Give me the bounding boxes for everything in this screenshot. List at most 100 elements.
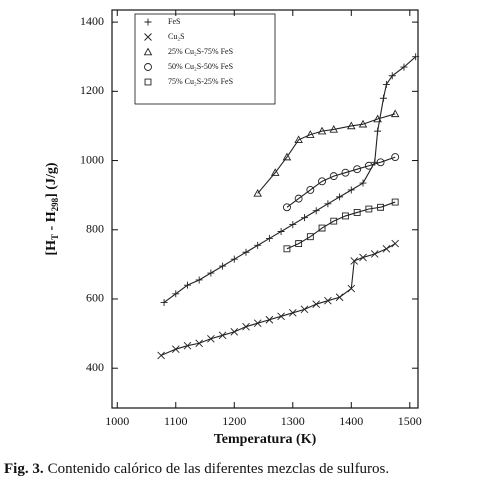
legend-marker [143,47,153,56]
data-point [283,245,291,253]
x-tick-label: 1500 [398,414,422,428]
data-point [242,322,250,331]
data-point [359,179,367,187]
data-point [183,341,192,350]
data-point [242,248,250,256]
data-point [195,339,203,348]
data-point [330,217,338,225]
data-point [265,234,273,242]
data-point [306,186,315,194]
legend-marker [144,18,152,26]
data-point [294,135,303,144]
data-point [306,130,315,138]
data-point [295,240,303,248]
y-axis-title-subscript: T [50,234,60,240]
data-point [335,293,344,302]
legend-marker [144,78,152,86]
x-axis-title: Temperatura (K) [214,432,317,447]
data-point [207,334,215,343]
data-point [317,126,327,135]
data-point [347,284,356,293]
y-axis-title-part: ] (J/g) [44,162,59,198]
data-point [218,331,227,340]
data-point [253,188,262,197]
legend-label: 50% Cu₂S-50% FeS [168,62,233,71]
series-line [286,156,396,208]
caption-label: Fig. 3. [4,461,44,477]
data-point [253,319,262,328]
data-point [373,114,382,123]
data-point [306,233,314,241]
data-point [289,221,297,229]
legend-label: 75% Cu₂S-25% FeS [168,77,233,86]
data-point [312,300,321,308]
data-point [300,305,309,314]
data-point [324,200,332,208]
y-tick-label: 1200 [80,83,104,97]
data-point [230,328,239,336]
data-point [277,227,285,235]
data-point [391,153,400,162]
y-axis-title: [HT - H298] (J/g) [44,162,60,255]
data-point [391,198,399,206]
data-point [379,94,387,102]
data-point [195,276,203,284]
legend-label: 25% Cu₂S-75% FeS [168,47,233,56]
data-point [377,203,384,211]
data-point [329,124,339,133]
data-point [376,158,385,167]
data-point [324,296,332,305]
data-point [277,312,285,321]
data-point [347,186,355,194]
data-point [358,119,368,128]
data-point [282,203,291,212]
data-point [400,63,408,71]
data-point [364,161,373,170]
data-point [353,165,362,174]
data-point [341,168,350,177]
data-point [172,290,180,298]
y-axis-title-part: [H [44,240,59,256]
y-tick-label: 400 [86,360,104,374]
data-point [265,315,274,324]
data-point [412,53,420,61]
data-point [382,244,391,253]
series-line [160,243,396,356]
legend-marker [144,33,152,41]
data-point [342,212,349,220]
data-point [318,224,326,232]
data-point [207,269,215,277]
data-point [318,177,326,186]
data-point [329,172,338,181]
data-point [312,207,320,215]
data-point [288,309,297,317]
data-point [294,194,303,203]
data-point [254,241,262,249]
data-point [382,80,390,88]
y-tick-label: 1400 [80,14,104,28]
data-point [353,209,361,216]
caption: Fig. 3. Contenido calórico de las diferen… [4,461,389,477]
data-point [160,298,168,306]
series-line [257,113,396,194]
legend-box [134,13,276,105]
legend-marker [144,63,152,71]
data-point [219,262,227,270]
y-tick-label: 800 [86,222,104,236]
y-axis-title-part: - H [44,211,59,234]
data-point [282,152,292,161]
y-tick-label: 1000 [80,152,104,166]
data-point [390,109,400,118]
y-tick-label: 600 [86,291,104,305]
x-tick-label: 1100 [164,414,188,428]
data-point [171,345,180,353]
data-point [350,257,359,265]
data-point [374,127,382,135]
data-point [183,281,191,289]
data-point [370,250,379,258]
data-point [347,121,356,130]
legend-label: FeS [168,17,180,26]
data-point [230,255,238,263]
data-point [359,253,367,262]
